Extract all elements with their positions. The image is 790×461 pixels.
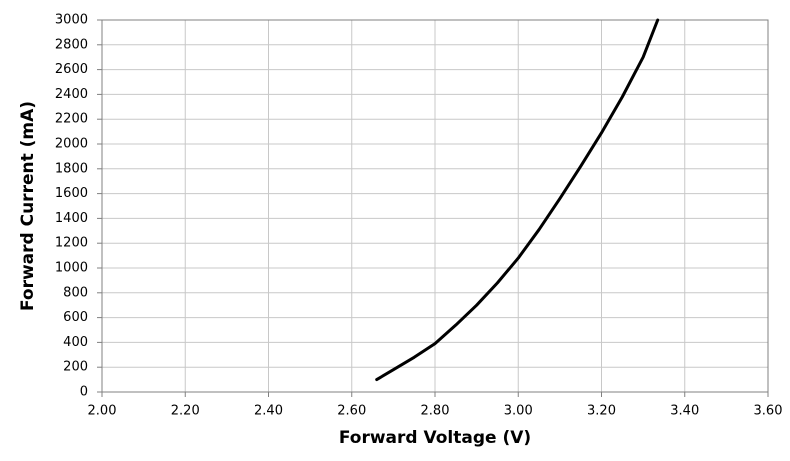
y-tick-label: 1400 bbox=[55, 211, 88, 226]
y-tick-label: 400 bbox=[63, 335, 88, 350]
y-tick-label: 200 bbox=[63, 360, 88, 375]
y-tick-label: 800 bbox=[63, 285, 88, 300]
y-tick-label: 600 bbox=[63, 310, 88, 325]
x-tick-label: 2.20 bbox=[171, 404, 200, 419]
y-tick-label: 2600 bbox=[55, 62, 88, 77]
x-tick-label: 2.00 bbox=[88, 404, 117, 419]
y-tick-label: 1600 bbox=[55, 186, 88, 201]
x-tick-label: 2.40 bbox=[254, 404, 283, 419]
y-tick-label: 2200 bbox=[55, 112, 88, 127]
x-tick-label: 2.60 bbox=[337, 404, 366, 419]
data-line bbox=[375, 18, 660, 382]
x-tick-label: 3.40 bbox=[670, 404, 699, 419]
y-tick-label: 1800 bbox=[55, 161, 88, 176]
x-axis-title: Forward Voltage (V) bbox=[339, 428, 531, 448]
y-tick-label: 2400 bbox=[55, 87, 88, 102]
x-tick-label: 3.20 bbox=[587, 404, 616, 419]
y-tick-label: 2800 bbox=[55, 37, 88, 52]
y-tick-label: 1200 bbox=[55, 236, 88, 251]
x-tick-label: 3.00 bbox=[504, 404, 533, 419]
y-tick-label: 2000 bbox=[55, 137, 88, 152]
y-tick-label: 0 bbox=[80, 385, 88, 400]
plot-frame bbox=[101, 19, 769, 393]
x-tick-label: 2.80 bbox=[421, 404, 450, 419]
x-tick-label: 3.60 bbox=[754, 404, 783, 419]
y-tick-label: 3000 bbox=[55, 13, 88, 28]
y-tick-label: 1000 bbox=[55, 261, 88, 276]
y-axis-title: Forward Current (mA) bbox=[18, 101, 38, 311]
